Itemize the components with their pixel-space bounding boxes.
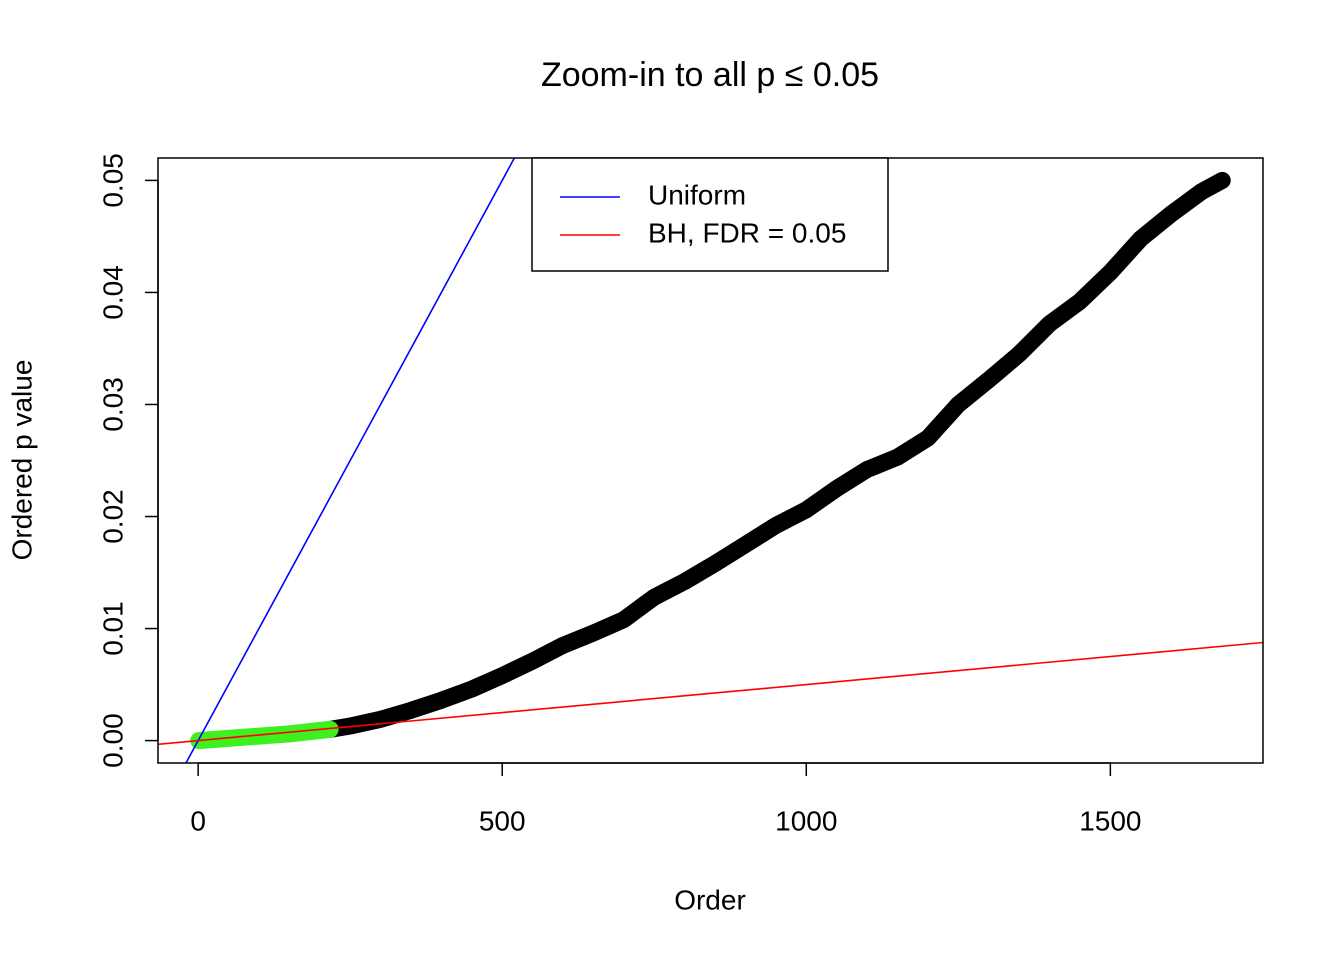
legend-label: Uniform — [648, 179, 746, 210]
point-trail — [321, 171, 1231, 738]
y-tick-label: 0.00 — [97, 713, 128, 768]
reference-line — [185, 158, 516, 763]
x-axis-label: Order — [674, 884, 746, 915]
y-tick-label: 0.03 — [97, 377, 128, 432]
plot-area — [158, 158, 1263, 763]
x-tick-label: 0 — [190, 805, 206, 836]
y-tick-label: 0.05 — [97, 153, 128, 208]
y-tick-label: 0.01 — [97, 601, 128, 656]
reference-line — [158, 641, 1263, 746]
y-tick-label: 0.02 — [97, 489, 128, 544]
legend-label: BH, FDR = 0.05 — [648, 217, 846, 248]
legend: Uniform BH, FDR = 0.05 — [531, 157, 889, 272]
x-tick-label: 1000 — [775, 805, 837, 836]
x-tick-label: 1500 — [1079, 805, 1141, 836]
x-tick-label: 500 — [479, 805, 526, 836]
y-tick-label: 0.04 — [97, 265, 128, 320]
chart-title: Zoom-in to all p ≤ 0.05 — [541, 56, 879, 94]
legend-box — [531, 157, 889, 272]
y-axis-label: Ordered p value — [6, 360, 37, 561]
